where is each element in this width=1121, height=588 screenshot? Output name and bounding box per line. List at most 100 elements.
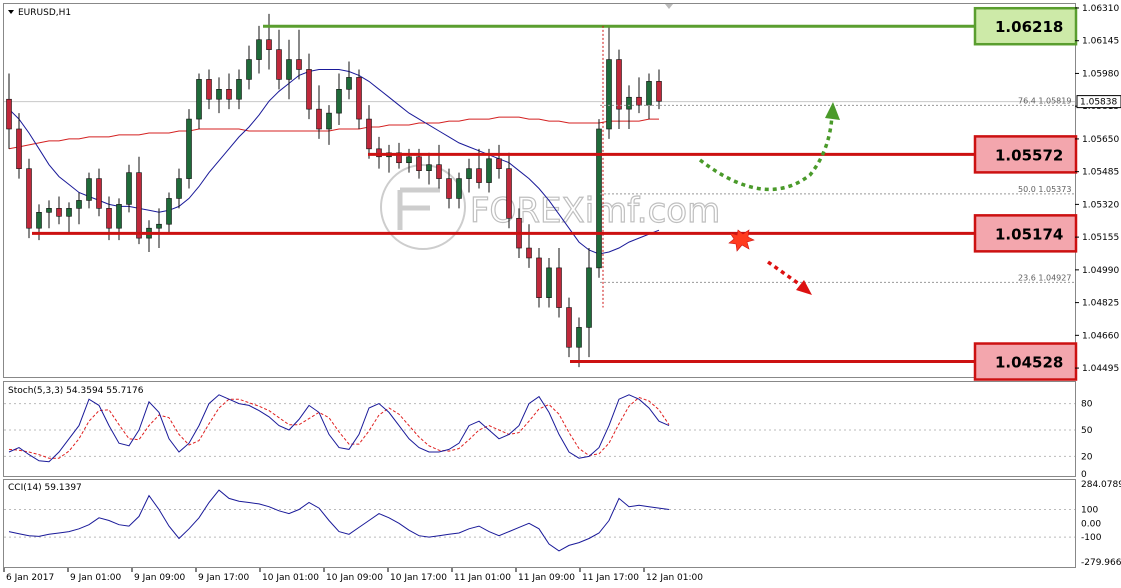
candle-body [336, 89, 342, 114]
price-tick-label: 1.04495 [1082, 364, 1119, 374]
level-label-1.06218: 1.06218 [995, 18, 1063, 36]
candle-body [586, 267, 592, 328]
candle-body [26, 168, 32, 229]
candle-body [466, 168, 472, 179]
time-tick-label: 6 Jan 2017 [6, 573, 54, 583]
candle-body [366, 118, 372, 150]
candle-body [46, 208, 52, 213]
time-tick-label: 9 Jan 09:00 [134, 573, 186, 583]
current-price-label: 1.05838 [1080, 98, 1117, 108]
price-axis: 1.063101.061451.059801.058151.056501.054… [1075, 4, 1121, 374]
level-box-1.04528 [973, 342, 1078, 381]
candle-body [356, 77, 362, 120]
candle-body [546, 267, 552, 298]
price-tick-label: 1.05650 [1082, 135, 1119, 145]
candle-body [636, 96, 642, 106]
fib-label-76.4: 76.4 1.05819 [1018, 96, 1071, 105]
time-tick-label: 9 Jan 17:00 [198, 573, 250, 583]
candle-body [86, 178, 92, 201]
time-axis: 6 Jan 2017 9 Jan 01:00 9 Jan 09:00 9 Jan 17… [3, 568, 703, 583]
candle-body [346, 77, 352, 90]
price-tick-label: 1.04825 [1082, 299, 1119, 309]
candle-body [326, 112, 332, 130]
candle-body [256, 39, 262, 60]
cci-pane-frame [3, 479, 1076, 568]
ma-slow-line [8, 116, 659, 150]
candle-body [456, 178, 462, 199]
candle-body [166, 198, 172, 225]
time-tick-label: 12 Jan 01:00 [646, 573, 703, 583]
candle-body [216, 89, 222, 100]
stoch-pane-frame [3, 381, 1076, 477]
cci-tick-label: 0.00 [1081, 519, 1101, 529]
cci-tick-label: 100 [1081, 505, 1098, 515]
stoch-label: Stoch(5,3,3) 54.3594 55.7176 [8, 386, 144, 396]
candle-body [196, 79, 202, 120]
fibonacci-levels: 76.4 1.05819 50.0 1.05373 23.6 1.04927 [600, 25, 1075, 308]
stochastic-pane: 80 50 20 0 [4, 394, 1093, 480]
candle-body [16, 128, 22, 169]
level-box-1.05572 [973, 135, 1078, 174]
chart-menu-triangle[interactable] [8, 10, 14, 14]
candle-body [176, 178, 182, 199]
cci-tick-label: 284.0789 [1081, 480, 1121, 490]
candle-body [646, 81, 652, 106]
price-tick-label: 1.05980 [1082, 69, 1119, 79]
level-box-1.05174 [973, 214, 1078, 253]
level-lines: 1.06218 1.05572 1.05174 1.04528 [32, 6, 1078, 381]
cci-label: CCI(14) 59.1397 [8, 483, 82, 493]
price-tick-label: 1.05485 [1082, 168, 1119, 178]
candle-body [206, 79, 212, 100]
candle-body [506, 168, 512, 219]
candle-body [226, 89, 232, 100]
stoch-tick-label: 20 [1081, 452, 1093, 462]
candle-body [476, 168, 482, 183]
cci-pane: 284.0789 100 0.00 -100 -279.9664 [4, 480, 1121, 568]
candle-body [416, 156, 422, 171]
candle-body [186, 118, 192, 179]
candle-body [306, 69, 312, 110]
fib-label-50.0: 50.0 1.05373 [1018, 185, 1071, 194]
candle-body [36, 212, 42, 229]
fib-label-23.6: 23.6 1.04927 [1018, 273, 1071, 282]
candle-body [236, 79, 242, 100]
candle-body [246, 59, 252, 80]
time-tick-label: 10 Jan 09:00 [326, 573, 383, 583]
cci-tick-label: -279.9664 [1081, 558, 1121, 568]
price-tick-label: 1.04990 [1082, 266, 1119, 276]
time-tick-label: 9 Jan 01:00 [70, 573, 122, 583]
candle-body [376, 148, 382, 158]
stoch-main-line [8, 394, 670, 463]
level-box-1.06218 [973, 6, 1078, 46]
candle-body [626, 96, 632, 110]
stoch-signal-line [8, 396, 670, 459]
candle-body [426, 164, 432, 171]
candle-body [276, 49, 282, 80]
candle-body [66, 208, 72, 217]
stoch-tick-label: 80 [1081, 400, 1093, 410]
scroll-marker[interactable] [665, 4, 673, 9]
breakout-burst-icon [728, 229, 755, 252]
price-pane-frame [3, 3, 1076, 378]
candle-body [486, 158, 492, 183]
candle-body [396, 152, 402, 164]
level-label-1.05174: 1.05174 [995, 225, 1063, 243]
candle-body [76, 200, 82, 209]
time-tick-label: 11 Jan 09:00 [518, 573, 575, 583]
price-tick-label: 1.04660 [1082, 331, 1119, 341]
stoch-tick-label: 50 [1081, 426, 1093, 436]
bullish-projection-arrow [698, 114, 834, 192]
candle-body [556, 267, 562, 308]
candle-body [406, 156, 412, 164]
candle-body [436, 164, 442, 179]
candle-body [156, 223, 162, 229]
candle-body [116, 204, 122, 229]
candle-body [266, 39, 272, 50]
current-price-box [1076, 95, 1121, 109]
price-tick-label: 1.06145 [1082, 37, 1119, 47]
candle-body [296, 59, 302, 70]
candle-body [56, 208, 62, 217]
candle-body [616, 59, 622, 110]
level-label-1.05572: 1.05572 [995, 146, 1063, 164]
